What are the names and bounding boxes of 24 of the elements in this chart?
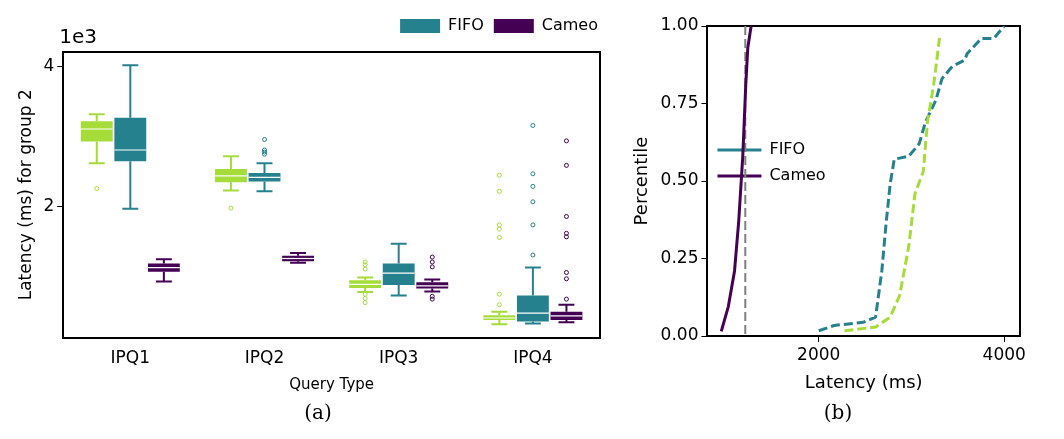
x-axis-title: Latency (ms)	[804, 370, 923, 392]
x-tick-label: IPQ3	[378, 347, 419, 368]
y-axis-title: Latency (ms) for group 2	[14, 89, 35, 301]
y-tick-label: 2	[43, 195, 55, 216]
text: (b)	[822, 400, 854, 424]
y-axis-title: Percentile	[630, 136, 652, 226]
y-tick-label: 0.25	[660, 246, 699, 267]
legend-label: Cameo	[769, 165, 826, 185]
legend-label: FIFO	[448, 15, 484, 35]
y-tick-label: 1.00	[660, 14, 699, 35]
x-tick-label: 2000	[797, 343, 841, 364]
y-tick-label: 0.50	[660, 169, 699, 190]
text: (a)	[303, 400, 333, 424]
text: 1e3	[59, 24, 97, 49]
x-tick-label: IPQ1	[110, 347, 151, 368]
y-tick-label: 0.00	[660, 324, 699, 345]
x-tick-label: IPQ4	[513, 347, 553, 368]
x-tick-label: IPQ2	[244, 347, 285, 368]
x-axis-title: Query Type	[289, 374, 375, 393]
legend-label: FIFO	[769, 139, 806, 159]
y-tick-label: 0.75	[660, 91, 699, 112]
y-tick-label: 4	[43, 55, 55, 76]
x-tick-label: 4000	[982, 343, 1026, 364]
legend-label: Cameo	[541, 15, 599, 35]
